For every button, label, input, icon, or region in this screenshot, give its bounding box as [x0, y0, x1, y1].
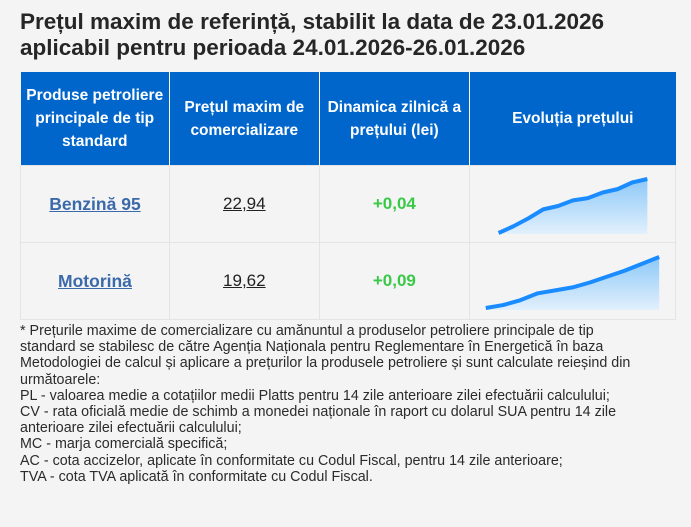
footnote: * Prețurile maxime de comercializare cu … [20, 323, 630, 485]
title-line-1: Prețul maxim de referință, stabilit la d… [20, 9, 605, 34]
page-title: Prețul maxim de referință, stabilit la d… [20, 9, 604, 61]
product-link-benzina-95[interactable]: Benzină 95 [49, 193, 141, 214]
max-price[interactable]: 19,62 [223, 271, 266, 290]
footnote-line: TVA - cota TVA aplicată în conformitate … [20, 468, 373, 485]
footnote-line: * Prețurile maxime de comercializare cu … [20, 323, 594, 339]
daily-dynamic: +0,04 [372, 194, 416, 213]
footnote-line: anterioare zilei efectuării calculului; [20, 420, 242, 437]
table-row: Benzină 95 22,94 +0,04 [20, 165, 676, 243]
title-line-2: aplicabil pentru perioada 24.01.2026-26.… [20, 35, 526, 60]
footnote-line: Metodologiei de calcul și aplicare a pre… [20, 355, 631, 372]
header-max-price: Prețul maxim de comercializare [168, 72, 320, 166]
max-price[interactable]: 22,94 [223, 194, 266, 213]
footnote-line: următoarele: [20, 371, 101, 388]
sparkline-chart [485, 255, 660, 310]
footnote-line: standard se stabilesc de către Agenția N… [20, 339, 604, 356]
sparkline-line [485, 255, 660, 310]
sparkline-chart [497, 177, 648, 235]
header-products: Produse petroliere principale de tip sta… [20, 72, 170, 166]
footnote-line: AC - cota accizelor, aplicate în conform… [20, 452, 563, 469]
sparkline-line [497, 177, 648, 235]
table-row: Motorină 19,62 +0,09 [20, 242, 676, 320]
daily-dynamic: +0,09 [372, 271, 416, 290]
footnote-line: MC - marja comercială specifică; [20, 436, 228, 453]
footnote-line: PL - valoarea medie a cotațiilor medii P… [20, 387, 610, 404]
product-link-motorina[interactable]: Motorină [58, 270, 132, 291]
footnote-line: CV - rata oficială medie de schimb a mon… [20, 404, 617, 421]
price-evolution-sparkline [469, 242, 676, 320]
header-daily-dynamic: Dinamica zilnică a prețului (lei) [318, 72, 470, 166]
price-evolution-sparkline [469, 165, 676, 243]
header-price-evolution: Evoluția prețului [469, 72, 676, 166]
fuel-price-table: Produse petroliere principale de tip sta… [20, 72, 676, 320]
